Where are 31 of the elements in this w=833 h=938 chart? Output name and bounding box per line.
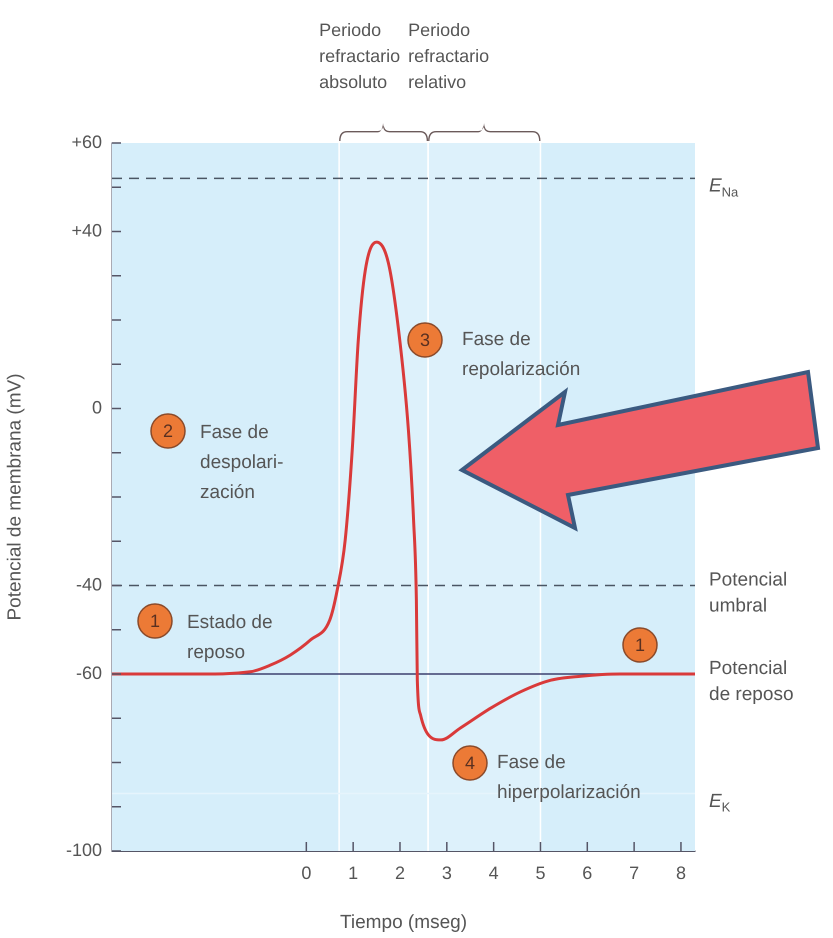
annotation: 1	[150, 610, 160, 631]
y-axis-title: Potencial de membrana (mV)	[4, 373, 26, 621]
annotation: 3	[420, 330, 430, 350]
x-tick-label: 2	[394, 862, 405, 883]
y-tick-label: -60	[76, 662, 102, 683]
band-label: Periodo refractario absoluto	[319, 20, 400, 92]
x-tick-label: 8	[676, 862, 686, 883]
x-tick-label: 4	[488, 862, 499, 883]
x-tick-label: 3	[442, 862, 452, 883]
annotation: Fase de hiperpolarización	[497, 752, 641, 804]
ref-line-label: Potencial umbral	[709, 570, 788, 617]
x-tick-label: 6	[582, 862, 592, 883]
y-tick-label: +40	[71, 220, 102, 240]
x-tick-label: 7	[629, 862, 640, 883]
y-tick-label: 0	[92, 397, 102, 418]
annotation: Estado de reposo	[187, 612, 273, 664]
x-tick-label: 1	[348, 862, 358, 883]
annotation: 4	[464, 752, 476, 773]
x-tick-label: 5	[535, 862, 546, 883]
annotation: Fase de despolari- zación	[200, 422, 284, 504]
line-series	[112, 240, 695, 742]
ref-line-label: Potencial de reposo	[709, 658, 794, 706]
x-axis-title: Tiempo (mseg)	[340, 912, 468, 933]
x-tick-label: 0	[301, 862, 312, 883]
y-tick-label: -40	[76, 574, 102, 594]
y-tick-label: +60	[71, 132, 102, 152]
annotation: Fase de repolarización	[462, 329, 580, 380]
annotation: 2	[162, 420, 174, 441]
annotation: 1	[634, 634, 646, 655]
y-tick-label: -100	[66, 840, 102, 860]
band-label: Periodo refractario relativo	[408, 20, 490, 92]
